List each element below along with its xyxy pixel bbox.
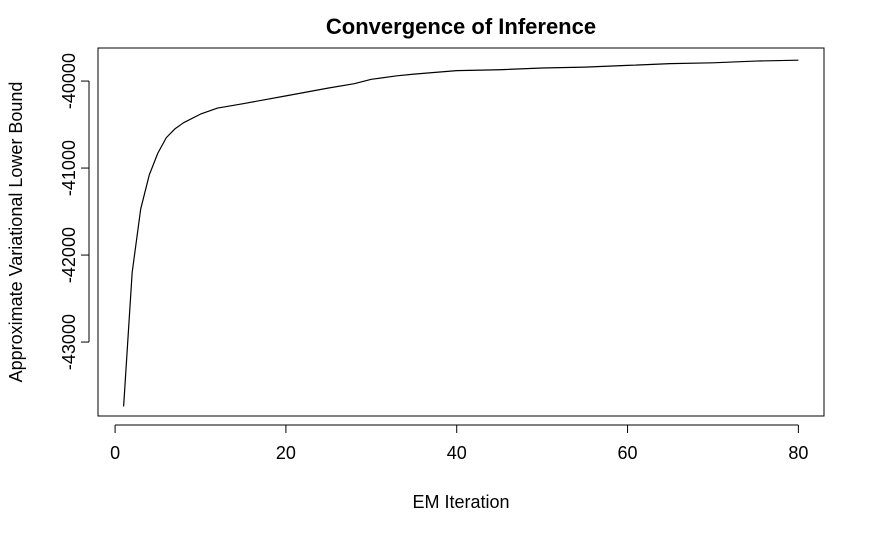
x-axis: 0 20 40 60 80: [110, 424, 808, 463]
y-axis-label: Approximate Variational Lower Bound: [6, 82, 26, 383]
chart-title: Convergence of Inference: [326, 14, 596, 39]
y-tick-label: -42000: [59, 227, 79, 283]
x-tick-label: 0: [110, 443, 120, 463]
y-tick-label: -41000: [59, 140, 79, 196]
series-line: [123, 59, 799, 407]
x-tick-label: 60: [618, 443, 638, 463]
y-tick-label: -43000: [59, 314, 79, 370]
y-tick-label: -40000: [59, 53, 79, 109]
plot-frame: [97, 47, 825, 417]
series-layer: [123, 59, 799, 407]
y-axis: -43000 -42000 -41000 -40000: [59, 53, 90, 370]
x-tick-label: 40: [447, 443, 467, 463]
x-tick-label: 20: [276, 443, 296, 463]
x-tick-label: 80: [788, 443, 808, 463]
x-axis-label: EM Iteration: [412, 492, 509, 512]
